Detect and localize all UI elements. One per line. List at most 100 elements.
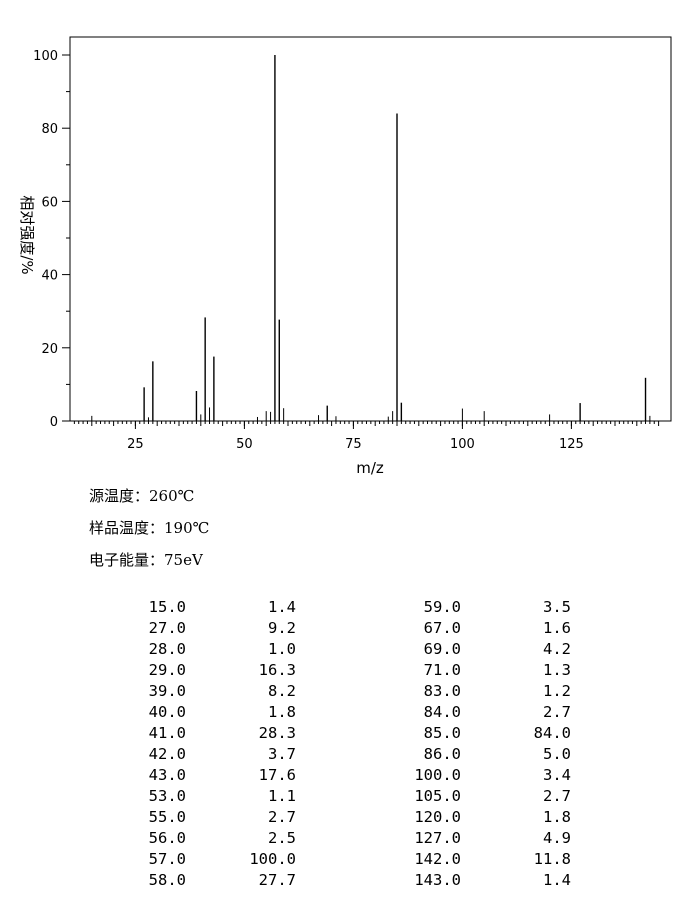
table-row: 85.0 84.0 xyxy=(395,723,571,744)
intensity-cell: 2.7 xyxy=(268,808,296,826)
table-row: 29.0 16.3 xyxy=(120,660,296,681)
mz-cell: 42.0 xyxy=(148,745,186,763)
y-tick-label: 80 xyxy=(41,122,58,137)
table-row: 67.0 1.6 xyxy=(395,618,571,639)
peak-bars xyxy=(91,55,651,421)
mz-cell: 15.0 xyxy=(148,598,186,616)
mz-cell: 57.0 xyxy=(148,850,186,868)
mz-cell: 27.0 xyxy=(148,619,186,637)
mz-cell: 71.0 xyxy=(423,661,461,679)
intensity-cell: 100.0 xyxy=(249,850,296,868)
intensity-cell: 9.2 xyxy=(268,619,296,637)
condition-value: 260℃ xyxy=(149,487,195,505)
peak-table-right: 59.0 3.5 67.0 1.6 69.0 4.2 71.0 1.3 83.0 1.2 84.0 2… xyxy=(395,597,571,891)
mass-spectrum-chart: 25 50 75 100 125 0 20 40 60 80 100 m/z 相对强度/% xyxy=(18,36,672,477)
mz-cell: 56.0 xyxy=(148,829,186,847)
condition-label: 样品温度： xyxy=(89,519,165,537)
y-tick-label: 100 xyxy=(33,49,58,64)
intensity-cell: 1.8 xyxy=(543,808,571,826)
table-row: 84.0 2.7 xyxy=(395,702,571,723)
mz-cell: 120.0 xyxy=(414,808,461,826)
table-row: 43.0 17.6 xyxy=(120,765,296,786)
intensity-cell: 4.2 xyxy=(543,640,571,658)
table-row: 40.0 1.8 xyxy=(120,702,296,723)
peak-table-left: 15.0 1.4 27.0 9.2 28.0 1.0 29.0 16.3 39.0 8.2 40.0… xyxy=(120,597,296,891)
table-row: 42.0 3.7 xyxy=(120,744,296,765)
table-row: 28.0 1.0 xyxy=(120,639,296,660)
x-axis-title: m/z xyxy=(356,459,384,477)
y-tick-label: 40 xyxy=(41,269,58,284)
x-tick-label: 125 xyxy=(559,437,584,452)
mz-cell: 55.0 xyxy=(148,808,186,826)
table-row: 55.0 2.7 xyxy=(120,807,296,828)
mz-cell: 86.0 xyxy=(423,745,461,763)
mz-cell: 127.0 xyxy=(414,829,461,847)
mz-cell: 58.0 xyxy=(148,871,186,889)
mz-cell: 43.0 xyxy=(148,766,186,784)
mz-cell: 28.0 xyxy=(148,640,186,658)
mz-cell: 142.0 xyxy=(414,850,461,868)
table-row: 59.0 3.5 xyxy=(395,597,571,618)
conditions-list: 源温度：260℃ 样品温度：190℃ 电子能量：75eV xyxy=(89,484,209,580)
mz-cell: 143.0 xyxy=(414,871,461,889)
table-row: 127.0 4.9 xyxy=(395,828,571,849)
table-row: 15.0 1.4 xyxy=(120,597,296,618)
mz-cell: 59.0 xyxy=(423,598,461,616)
intensity-cell: 3.5 xyxy=(543,598,571,616)
table-row: 27.0 9.2 xyxy=(120,618,296,639)
y-tick-label: 60 xyxy=(41,195,58,210)
intensity-cell: 2.5 xyxy=(268,829,296,847)
intensity-cell: 1.1 xyxy=(268,787,296,805)
condition-label: 源温度： xyxy=(89,487,150,505)
table-row: 83.0 1.2 xyxy=(395,681,571,702)
table-row: 142.0 11.8 xyxy=(395,849,571,870)
mz-cell: 84.0 xyxy=(423,703,461,721)
x-minor-ticks xyxy=(73,421,660,426)
intensity-cell: 1.4 xyxy=(268,598,296,616)
mz-cell: 105.0 xyxy=(414,787,461,805)
intensity-cell: 1.0 xyxy=(268,640,296,658)
mz-cell: 40.0 xyxy=(148,703,186,721)
table-row: 86.0 5.0 xyxy=(395,744,571,765)
intensity-cell: 28.3 xyxy=(258,724,296,742)
intensity-cell: 17.6 xyxy=(258,766,296,784)
y-axis-ticks: 0 20 40 60 80 100 xyxy=(33,49,70,430)
intensity-cell: 1.2 xyxy=(543,682,571,700)
table-row: 143.0 1.4 xyxy=(395,870,571,891)
mz-cell: 83.0 xyxy=(423,682,461,700)
mz-cell: 41.0 xyxy=(148,724,186,742)
table-row: 39.0 8.2 xyxy=(120,681,296,702)
mz-cell: 39.0 xyxy=(148,682,186,700)
table-row: 100.0 3.4 xyxy=(395,765,571,786)
table-row: 56.0 2.5 xyxy=(120,828,296,849)
intensity-cell: 8.2 xyxy=(268,682,296,700)
intensity-cell: 4.9 xyxy=(543,829,571,847)
condition-row: 源温度：260℃ xyxy=(89,484,209,516)
x-tick-label: 25 xyxy=(127,437,144,452)
table-row: 53.0 1.1 xyxy=(120,786,296,807)
intensity-cell: 84.0 xyxy=(533,724,571,742)
intensity-cell: 5.0 xyxy=(543,745,571,763)
table-row: 57.0 100.0 xyxy=(120,849,296,870)
mz-cell: 69.0 xyxy=(423,640,461,658)
table-row: 120.0 1.8 xyxy=(395,807,571,828)
y-tick-label: 20 xyxy=(41,342,58,357)
intensity-cell: 1.8 xyxy=(268,703,296,721)
y-tick-label: 0 xyxy=(50,415,58,430)
y-axis-title: 相对强度/% xyxy=(18,195,36,274)
intensity-cell: 2.7 xyxy=(543,787,571,805)
x-tick-label: 75 xyxy=(345,437,362,452)
x-axis-ticks: 25 50 75 100 125 xyxy=(127,421,584,452)
plot-frame xyxy=(69,36,672,422)
x-tick-label: 100 xyxy=(450,437,475,452)
mz-cell: 29.0 xyxy=(148,661,186,679)
intensity-cell: 11.8 xyxy=(533,850,571,868)
intensity-cell: 16.3 xyxy=(258,661,296,679)
condition-row: 电子能量：75eV xyxy=(89,548,209,580)
condition-label: 电子能量： xyxy=(89,551,165,569)
intensity-cell: 1.4 xyxy=(543,871,571,889)
table-row: 69.0 4.2 xyxy=(395,639,571,660)
intensity-cell: 3.4 xyxy=(543,766,571,784)
intensity-cell: 3.7 xyxy=(268,745,296,763)
mz-cell: 85.0 xyxy=(423,724,461,742)
